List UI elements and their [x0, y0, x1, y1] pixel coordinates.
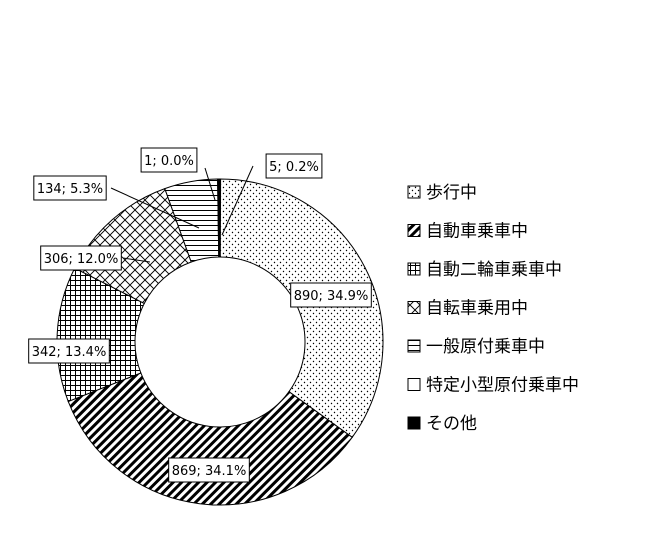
- data-label-box: [140, 147, 198, 173]
- data-label-text: 342; 13.4%: [32, 345, 107, 360]
- legend-swatch: [407, 378, 421, 391]
- data-label-box: [28, 338, 110, 364]
- legend-item-2: 自動車乗車中: [407, 222, 528, 242]
- data-label-text: 134; 5.3%: [37, 182, 103, 197]
- data-label-3: 342; 13.4%: [28, 338, 110, 364]
- legend-item-7: その他: [407, 414, 477, 434]
- legend-swatch: [407, 339, 421, 353]
- data-label-text: 869; 34.1%: [172, 464, 247, 479]
- legend-swatch: [407, 185, 421, 199]
- legend-label: 特定小型原付乗車中: [426, 376, 579, 396]
- legend-label: 自動二輪車乗車中: [426, 260, 562, 280]
- donut-slice-7: [218, 178, 222, 258]
- legend-item-6: 特定小型原付乗車中: [407, 376, 579, 396]
- data-label-1: 890; 34.9%: [290, 282, 372, 308]
- legend-label: 歩行中: [426, 183, 477, 203]
- data-label-box: [265, 153, 323, 179]
- data-label-6: 1; 0.0%: [140, 147, 198, 173]
- data-label-text: 890; 34.9%: [294, 289, 369, 304]
- donut-slice-1: [219, 178, 384, 439]
- donut-slice-2: [67, 372, 353, 506]
- leader-line-5: [110, 187, 200, 229]
- legend-item-1: 歩行中: [407, 183, 477, 203]
- leader-line-7: [221, 165, 254, 236]
- legend-label: 自転車乗用中: [426, 299, 528, 319]
- legend-swatch: [407, 301, 421, 314]
- data-label-box: [290, 282, 372, 308]
- data-label-4: 306; 12.0%: [40, 245, 122, 271]
- leader-line-4: [122, 257, 151, 263]
- data-labels: 890; 34.9% 869; 34.1% 342; 13.4% 306; 12.0%…: [28, 147, 372, 483]
- data-label-box: [168, 457, 250, 483]
- legend-item-5: 一般原付乗車中: [407, 337, 545, 357]
- label-leader-lines: [110, 165, 254, 263]
- legend-swatch: [407, 416, 421, 430]
- data-label-text: 1; 0.0%: [144, 154, 194, 169]
- data-label-text: 306; 12.0%: [44, 252, 119, 267]
- data-label-text: 5; 0.2%: [269, 160, 319, 175]
- data-label-box: [33, 175, 107, 201]
- legend: 歩行中自動車乗車中自動二輪車乗車中自転車乗用中一般原付乗車中特定小型原付乗車中そ…: [407, 183, 579, 434]
- legend-item-4: 自転車乗用中: [407, 299, 528, 319]
- legend-label: 一般原付乗車中: [426, 337, 545, 357]
- data-label-box: [40, 245, 122, 271]
- data-label-5: 134; 5.3%: [33, 175, 107, 201]
- legend-swatch: [407, 262, 421, 276]
- legend-label: 自動車乗車中: [426, 222, 528, 242]
- data-label-2: 869; 34.1%: [168, 457, 250, 483]
- data-label-7: 5; 0.2%: [265, 153, 323, 179]
- legend-label: その他: [426, 414, 477, 434]
- donut-slices: [56, 178, 384, 506]
- legend-item-3: 自動二輪車乗車中: [407, 260, 562, 280]
- leader-line-6: [204, 167, 216, 201]
- legend-swatch: [407, 224, 421, 237]
